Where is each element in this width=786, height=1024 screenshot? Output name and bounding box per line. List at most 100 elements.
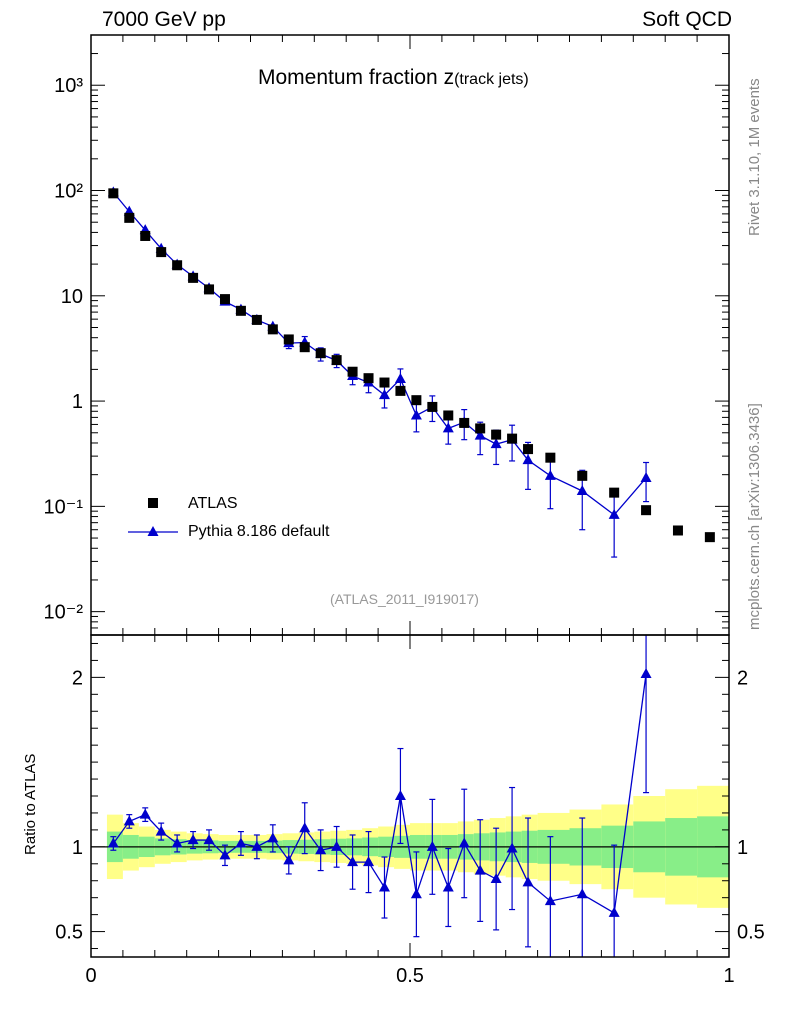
ratio-panel — [91, 785, 729, 908]
mc-line — [112, 191, 647, 516]
atlas-point — [672, 525, 683, 536]
ratio-y-tick-label: 1 — [72, 837, 83, 859]
chart-title-symbol: z — [443, 66, 455, 89]
generator-info: Rivet 3.1.10, 1M events — [746, 78, 763, 236]
atlas-point — [459, 417, 470, 428]
atlas-point — [704, 532, 715, 543]
ratio-point — [640, 667, 652, 678]
y-tick-label: 10 — [61, 286, 83, 308]
atlas-point — [427, 401, 438, 412]
atlas-point — [475, 423, 486, 434]
atlas-point — [523, 444, 534, 455]
legend-marker-atlas — [148, 498, 158, 508]
ratio-point — [107, 837, 119, 848]
mc-point — [442, 422, 454, 433]
atlas-point — [204, 284, 215, 295]
y-tick-label: 10³ — [54, 75, 83, 97]
atlas-point — [283, 334, 294, 345]
x-tick-label: 0 — [85, 965, 96, 987]
chart-marks — [107, 186, 715, 957]
analysis-id: (ATLAS_2011_I919017) — [330, 591, 479, 607]
x-tick-label: 1 — [723, 965, 734, 987]
mc-point — [640, 471, 652, 482]
ratio-point — [474, 864, 486, 875]
atlas-point — [347, 366, 358, 377]
ratio-point — [331, 840, 343, 851]
ratio-point — [251, 840, 263, 851]
mc-point — [378, 389, 390, 400]
mc-point — [410, 409, 422, 420]
atlas-point — [577, 470, 588, 481]
mc-point — [394, 373, 406, 384]
ratio-point — [394, 790, 406, 800]
ratio-point — [458, 837, 470, 848]
mc-point — [576, 484, 588, 495]
atlas-point — [641, 505, 652, 516]
chart-title-text: Momentum fraction — [258, 66, 438, 89]
atlas-point — [108, 188, 119, 199]
legend-label-pythia: Pythia 8.186 default — [188, 523, 330, 540]
ratio-point — [544, 895, 556, 906]
atlas-point — [267, 324, 278, 335]
mc-point — [522, 454, 534, 465]
ratio-point — [522, 876, 534, 887]
ratio-point — [442, 881, 454, 892]
atlas-point — [491, 429, 502, 440]
legend-marker-pythia — [147, 526, 159, 536]
atlas-point — [251, 314, 262, 325]
atlas-point — [609, 487, 620, 498]
mc-point — [474, 429, 486, 440]
atlas-point — [315, 348, 326, 359]
atlas-point — [363, 373, 374, 384]
y-tick-label: 10⁻¹ — [44, 496, 84, 518]
mc-point — [490, 438, 502, 449]
atlas-point — [140, 230, 151, 241]
atlas-point — [395, 385, 406, 396]
ratio-point — [576, 888, 588, 899]
ratio-point — [219, 849, 231, 860]
ratio-point — [155, 825, 167, 836]
ratio-point — [315, 844, 327, 855]
source-info: mcplots.cern.ch [arXiv:1306.3436] — [746, 403, 763, 630]
ratio-point — [378, 881, 390, 892]
ratio-point — [490, 873, 502, 884]
ratio-point — [426, 840, 438, 851]
atlas-point — [507, 433, 518, 444]
upper-frame — [90, 34, 730, 636]
ratio-point — [506, 842, 518, 853]
atlas-point — [219, 294, 230, 305]
process-label: Soft QCD — [642, 8, 732, 31]
mc-point — [544, 469, 556, 480]
atlas-point — [124, 212, 135, 223]
atlas-point — [545, 452, 556, 463]
chart-title: Momentum fraction z(track jets) — [258, 66, 529, 90]
atlas-point — [379, 377, 390, 388]
atlas-point — [156, 247, 167, 258]
ratio-point — [171, 837, 183, 848]
legend-label-atlas: ATLAS — [188, 495, 238, 512]
beam-label: 7000 GeV pp — [102, 8, 226, 31]
ratio-y-tick-label: 0.5 — [55, 922, 83, 944]
ratio-point — [267, 832, 279, 843]
ratio-point — [299, 822, 311, 833]
ratio-point — [123, 815, 135, 826]
ratio-point — [410, 888, 422, 899]
ratio-y-tick-label: 2 — [72, 667, 83, 689]
ratio-y-tick-label-right: 2 — [737, 667, 748, 689]
x-tick-label: 0.5 — [396, 965, 424, 987]
atlas-point — [299, 342, 310, 353]
ratio-point — [235, 837, 247, 848]
ratio-point — [187, 834, 199, 845]
ratio-point — [203, 834, 215, 845]
chart-title-subscript: (track jets) — [454, 71, 529, 88]
atlas-point — [411, 395, 422, 406]
ratio-point — [139, 808, 151, 819]
ratio-point — [347, 856, 359, 867]
ratio-y-tick-label-right: 0.5 — [737, 922, 765, 944]
atlas-point — [235, 305, 246, 316]
atlas-point — [443, 410, 454, 421]
atlas-point — [331, 355, 342, 366]
atlas-point — [188, 272, 199, 283]
y-tick-label: 10⁻² — [44, 602, 84, 624]
